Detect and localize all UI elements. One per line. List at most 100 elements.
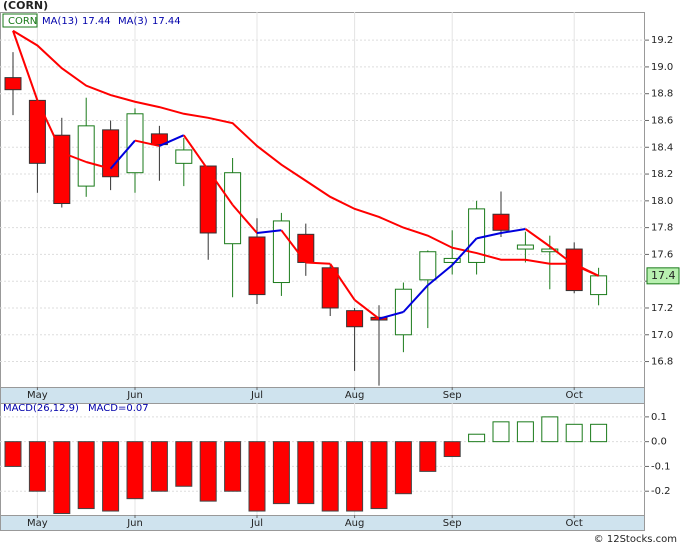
x-tick-label: Jun	[126, 518, 143, 529]
macd-bar	[468, 433, 486, 443]
ma-line	[12, 29, 600, 277]
ma-segment	[305, 261, 331, 265]
y-tick-label: -0.2	[651, 486, 671, 497]
y-tick-label: 17.6	[651, 249, 673, 260]
macd-bar	[492, 421, 510, 443]
y-tick-label: 0.1	[651, 412, 667, 423]
y-tick-label: 16.8	[651, 357, 673, 368]
candle-body	[541, 248, 559, 253]
x-tick-label: Sep	[443, 390, 462, 401]
ma-segment	[109, 139, 136, 170]
macd-bar	[394, 441, 412, 495]
macd-bar	[224, 441, 242, 492]
candle-body	[492, 213, 510, 231]
candle-body	[419, 251, 437, 281]
chart-title: (CORN)	[3, 0, 48, 12]
candle-body	[4, 77, 22, 91]
x-axis-strip	[0, 387, 645, 404]
macd-bar	[248, 441, 266, 512]
x-tick-label: Jul	[250, 390, 263, 401]
y-tick-label: 17.0	[651, 330, 673, 341]
candle-body	[102, 129, 120, 178]
candle-body	[443, 257, 461, 263]
candle-body	[126, 113, 144, 174]
candle-body	[346, 310, 364, 328]
x-tick-label: May	[27, 518, 48, 529]
macd-bar	[590, 423, 608, 443]
macd-bar	[443, 441, 461, 458]
x-axis-strip	[0, 515, 645, 531]
candle-body	[77, 125, 95, 187]
y-tick-label: 18.0	[651, 196, 673, 207]
ma-segment	[353, 299, 380, 320]
x-tick-label: Aug	[345, 390, 365, 401]
ma-segment	[256, 229, 282, 234]
macd-bar	[321, 441, 339, 512]
candle-body	[199, 165, 217, 234]
ma-segment	[61, 151, 87, 163]
legend-label: MA(3)	[118, 16, 148, 27]
candle-body	[175, 149, 193, 164]
ma-segment	[85, 161, 111, 170]
candle-body	[53, 134, 71, 205]
macd-bar	[4, 441, 22, 467]
y-tick-label: 17.2	[651, 303, 673, 314]
macd-bar	[77, 441, 95, 510]
ma-segment	[427, 264, 453, 286]
candle-body	[248, 236, 266, 296]
candle-body	[297, 233, 315, 263]
y-tick-label: 19.2	[651, 35, 673, 46]
candle-body	[150, 133, 168, 146]
ma-segment	[573, 264, 600, 277]
y-tick-label: -0.1	[651, 461, 671, 472]
macd-bar	[370, 441, 388, 510]
x-tick-label: Aug	[345, 518, 365, 529]
ma-segment	[329, 263, 356, 301]
macd-bar	[199, 441, 217, 502]
macd-bar	[565, 423, 583, 443]
candle-body	[516, 244, 534, 250]
x-tick-label: Jul	[250, 518, 263, 529]
ma-segment	[378, 311, 404, 320]
macd-bar	[346, 441, 364, 512]
y-tick-label: 18.4	[651, 142, 673, 153]
y-tick-label: 18.8	[651, 89, 673, 100]
macd-bar	[53, 441, 71, 515]
ma-segment	[524, 228, 551, 248]
x-tick-label: May	[27, 390, 48, 401]
macd-bar	[541, 416, 559, 443]
legend-value: 17.44	[82, 16, 111, 27]
footer: © 12Stocks.com	[594, 534, 677, 545]
candle-body	[590, 275, 608, 296]
ma-segment	[231, 204, 258, 234]
ma-segment	[476, 232, 502, 240]
legend-label: CORN	[8, 16, 37, 27]
macd-bar	[126, 441, 144, 500]
last-price-label: 17.4	[651, 269, 676, 282]
x-tick-label: Jun	[126, 390, 143, 401]
ma-segment	[402, 284, 429, 313]
macd-bar	[272, 441, 290, 505]
x-tick-label: Oct	[566, 518, 583, 529]
ma-segment	[549, 245, 575, 266]
candle-body	[321, 267, 339, 309]
candle-body	[224, 172, 242, 245]
marks	[4, 29, 608, 515]
candle-body	[565, 248, 583, 292]
y-tick-label: 18.2	[651, 169, 673, 180]
macd-bar	[102, 441, 120, 512]
macd-bar	[297, 441, 315, 505]
legend-value: 17.44	[152, 16, 181, 27]
x-tick-label: Oct	[566, 390, 583, 401]
y-tick-label: 17.8	[651, 223, 673, 234]
ma-segment	[12, 30, 39, 101]
macd-bar	[516, 421, 534, 443]
ma-segment	[158, 134, 185, 147]
macd-title: MACD(26,12,9)	[3, 403, 79, 414]
macd-bar	[175, 441, 193, 487]
macd-value: MACD=0.07	[88, 403, 149, 414]
legend-label: MA(13)	[42, 16, 78, 27]
macd-bar	[419, 441, 437, 472]
